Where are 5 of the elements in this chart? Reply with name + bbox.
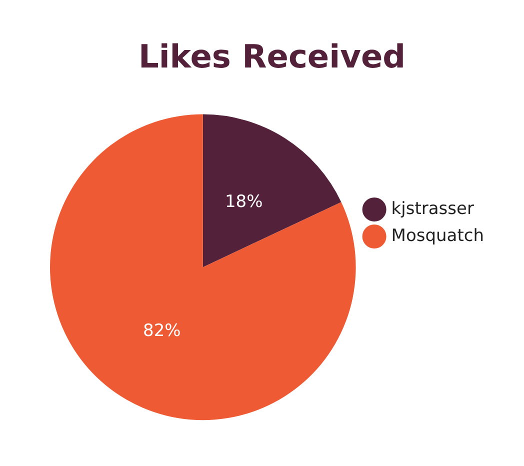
legend-label: kjstrasser: [391, 198, 474, 219]
chart-title: Likes Received: [138, 38, 406, 76]
legend-label: Mosquatch: [391, 226, 484, 246]
data-label: 18%: [224, 192, 263, 212]
data-label: 82%: [143, 321, 181, 342]
